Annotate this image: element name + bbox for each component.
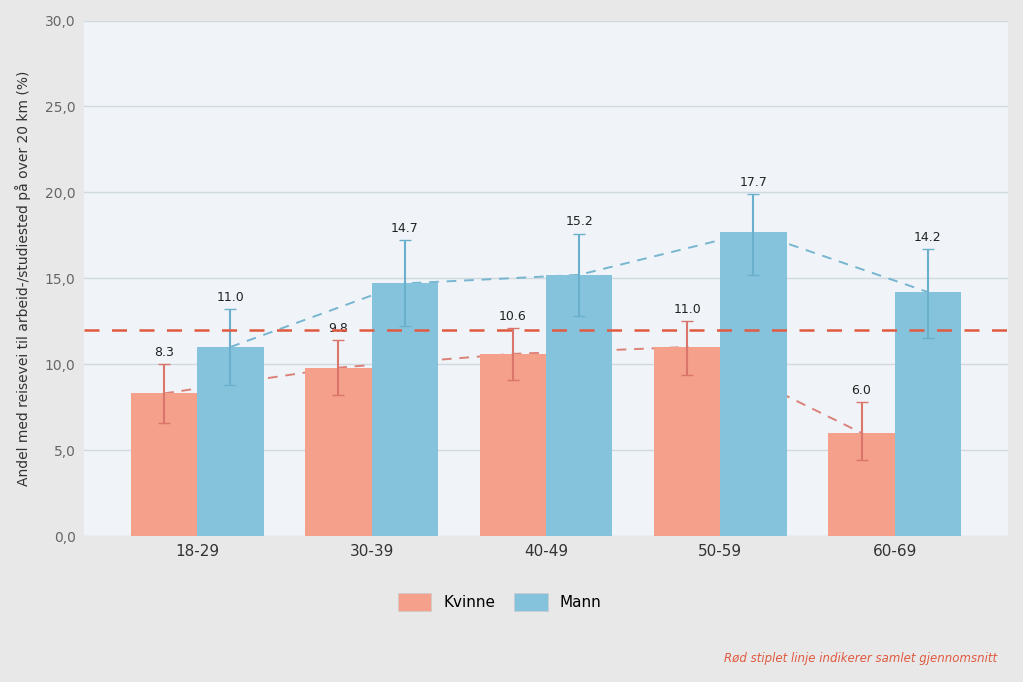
Text: 14.7: 14.7 bbox=[391, 222, 418, 235]
Bar bbox=[131, 394, 197, 536]
Bar bbox=[371, 284, 438, 536]
Text: 8.3: 8.3 bbox=[154, 346, 174, 359]
Bar bbox=[546, 275, 612, 536]
Legend: Kvinne, Mann: Kvinne, Mann bbox=[398, 593, 602, 611]
Bar bbox=[720, 232, 787, 536]
Text: 11.0: 11.0 bbox=[217, 291, 244, 304]
Bar bbox=[829, 433, 895, 536]
Text: 6.0: 6.0 bbox=[851, 384, 872, 397]
Text: 11.0: 11.0 bbox=[673, 303, 701, 316]
Bar bbox=[305, 368, 371, 536]
Y-axis label: Andel med reisevei til arbeid-/studiested på over 20 km (%): Andel med reisevei til arbeid-/studieste… bbox=[15, 71, 31, 486]
Text: 10.6: 10.6 bbox=[499, 310, 527, 323]
Bar bbox=[480, 354, 546, 536]
Text: 14.2: 14.2 bbox=[914, 231, 941, 244]
Text: 17.7: 17.7 bbox=[740, 176, 767, 189]
Bar bbox=[197, 347, 264, 536]
Text: 9.8: 9.8 bbox=[328, 322, 349, 335]
Bar bbox=[895, 292, 961, 536]
Bar bbox=[654, 347, 720, 536]
Text: 15.2: 15.2 bbox=[566, 216, 593, 228]
Text: Rød stiplet linje indikerer samlet gjennomsnitt: Rød stiplet linje indikerer samlet gjenn… bbox=[724, 652, 997, 665]
